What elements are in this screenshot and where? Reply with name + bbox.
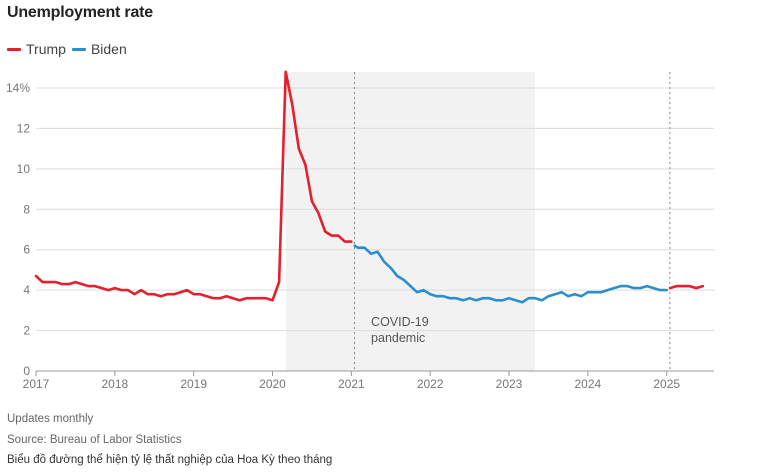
footer-caption: Biểu đồ đường thể hiện tỷ lệ thất nghiệp… <box>7 454 333 466</box>
footer-update-note: Updates monthly <box>7 413 94 425</box>
pandemic-annotation: COVID-19 <box>371 315 429 329</box>
footer-source: Source: Bureau of Labor Statistics <box>7 434 182 446</box>
legend-swatch-biden <box>71 47 86 51</box>
legend-swatch-trump <box>7 47 21 51</box>
x-tick-label: 2023 <box>496 377 523 391</box>
series-line-trump-2 <box>668 284 705 290</box>
x-tick-label: 2020 <box>259 377 286 391</box>
y-tick-label: 12 <box>17 121 31 135</box>
series-line-biden-1 <box>353 244 668 304</box>
x-tick-label: 2025 <box>653 377 680 391</box>
x-tick-label: 2019 <box>180 377 207 391</box>
x-tick-label: 2024 <box>575 377 602 391</box>
legend-item-biden: Biden <box>71 41 127 57</box>
x-tick-label: 2018 <box>101 377 128 391</box>
pandemic-annotation: pandemic <box>371 331 425 345</box>
y-tick-label: 4 <box>23 283 30 297</box>
legend-label-biden: Biden <box>90 41 127 57</box>
series-line-trump-0 <box>34 70 353 302</box>
y-tick-label: 6 <box>23 243 30 257</box>
x-tick-label: 2022 <box>417 377 444 391</box>
y-tick-label: 8 <box>23 202 30 216</box>
chart-title: Unemployment rate <box>7 4 153 21</box>
x-tick-label: 2021 <box>338 377 365 391</box>
x-tick-label: 2017 <box>23 377 50 391</box>
y-tick-label: 10 <box>17 162 31 176</box>
legend-label-trump: Trump <box>26 41 66 57</box>
legend-item-trump: Trump <box>7 41 66 57</box>
y-tick-label: 2 <box>23 324 30 338</box>
line-chart: 0 2 4 6 8 10 12 14% 2017 2018 2019 2020 2021 2022 2023… <box>6 70 714 391</box>
y-tick-label: 0 <box>23 364 30 378</box>
pandemic-shaded-region <box>285 72 536 371</box>
y-tick-label: 14% <box>6 81 30 95</box>
chart-legend: Trump Biden <box>7 41 133 57</box>
